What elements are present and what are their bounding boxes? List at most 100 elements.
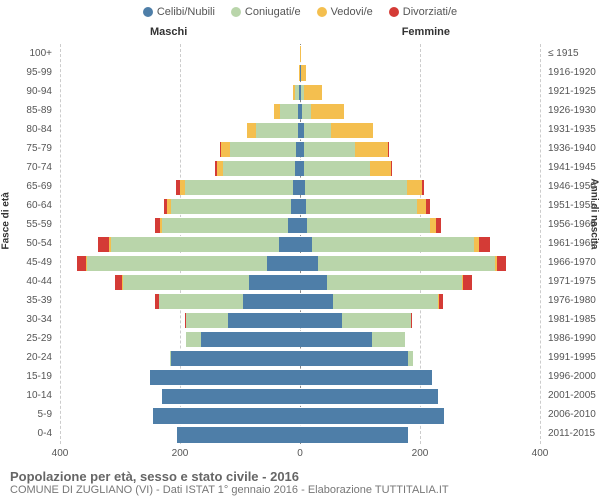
bar-segment (327, 274, 462, 290)
legend-item: Coniugati/e (231, 6, 301, 18)
chart-subtitle: COMUNE DI ZUGLIANO (VI) - Dati ISTAT 1° … (10, 484, 449, 496)
bar-male (186, 331, 300, 347)
pyramid-row (60, 350, 540, 366)
pyramid-row (60, 388, 540, 404)
bar-segment (388, 141, 389, 157)
bar-segment (372, 331, 405, 347)
bar-segment (300, 331, 372, 347)
bar-male (220, 141, 300, 157)
legend-item: Celibi/Nubili (143, 6, 215, 18)
bar-segment (86, 255, 87, 271)
y-axis-left: 100+95-9990-9485-8980-8475-7970-7465-696… (0, 44, 56, 444)
bar-segment (301, 64, 306, 80)
bar-male (293, 84, 300, 100)
age-label: 85-89 (0, 106, 56, 116)
bar-female (300, 350, 413, 366)
bar-segment (300, 407, 444, 423)
bar-segment (185, 179, 293, 195)
x-tick: 200 (412, 448, 429, 459)
legend-item: Vedovi/e (317, 6, 373, 18)
bar-male (164, 198, 300, 214)
age-label: 5-9 (0, 410, 56, 420)
bar-segment (274, 103, 280, 119)
bar-female (300, 331, 405, 347)
age-label: 60-64 (0, 201, 56, 211)
bar-segment (217, 160, 223, 176)
bar-male (185, 312, 300, 328)
plot-area (60, 44, 540, 444)
bar-segment (150, 369, 300, 385)
chart-container: Celibi/NubiliConiugati/eVedovi/eDivorzia… (0, 0, 600, 500)
birth-label: 1976-1980 (544, 296, 600, 306)
bar-segment (228, 312, 300, 328)
bar-segment (249, 274, 300, 290)
footer: Popolazione per età, sesso e stato civil… (10, 469, 449, 496)
bar-segment (300, 426, 408, 442)
birth-label: 1961-1965 (544, 239, 600, 249)
bar-segment (408, 350, 413, 366)
age-label: 0-4 (0, 429, 56, 439)
bar-female (300, 217, 441, 233)
bar-male (274, 103, 300, 119)
bar-segment (306, 198, 417, 214)
bar-segment (170, 350, 171, 366)
x-tick: 200 (172, 448, 189, 459)
bar-segment (171, 350, 300, 366)
bar-segment (439, 293, 443, 309)
bar-male (177, 426, 300, 442)
bar-segment (497, 255, 506, 271)
age-label: 25-29 (0, 334, 56, 344)
bar-female (300, 274, 472, 290)
birth-label: 1996-2000 (544, 372, 600, 382)
pyramid-row (60, 331, 540, 347)
pyramid-row (60, 407, 540, 423)
bar-segment (159, 293, 243, 309)
bar-female (300, 45, 301, 61)
legend-label: Celibi/Nubili (157, 6, 215, 18)
birth-label: ≤ 1915 (544, 49, 600, 59)
side-label-female: Femmine (402, 26, 450, 38)
bar-segment (171, 198, 291, 214)
legend-label: Coniugati/e (245, 6, 301, 18)
birth-label: 1951-1955 (544, 201, 600, 211)
bar-segment (293, 179, 300, 195)
bar-segment (111, 236, 279, 252)
bar-segment (436, 217, 441, 233)
bar-segment (87, 255, 267, 271)
bar-segment (318, 255, 495, 271)
age-label: 80-84 (0, 125, 56, 135)
bar-segment (109, 236, 111, 252)
birth-label: 1956-1960 (544, 220, 600, 230)
bar-segment (267, 255, 300, 271)
age-label: 15-19 (0, 372, 56, 382)
bar-female (300, 198, 430, 214)
bar-segment (370, 160, 391, 176)
pyramid-row (60, 160, 540, 176)
bar-segment (291, 198, 300, 214)
bar-segment (300, 312, 342, 328)
pyramid-row (60, 64, 540, 80)
bar-segment (220, 141, 221, 157)
pyramid-row (60, 293, 540, 309)
pyramid-row (60, 217, 540, 233)
age-label: 30-34 (0, 315, 56, 325)
age-label: 95-99 (0, 68, 56, 78)
birth-label: 2006-2010 (544, 410, 600, 420)
bar-segment (300, 274, 327, 290)
bar-male (162, 388, 300, 404)
bar-segment (300, 45, 301, 61)
bar-segment (355, 141, 388, 157)
bar-segment (417, 198, 426, 214)
birth-label: 1926-1930 (544, 106, 600, 116)
bar-female (300, 426, 408, 442)
bar-segment (230, 141, 296, 157)
bar-female (300, 293, 443, 309)
bar-segment (300, 236, 312, 252)
legend-swatch (143, 7, 153, 17)
birth-label: 1916-1920 (544, 68, 600, 78)
bar-segment (162, 217, 288, 233)
age-label: 20-24 (0, 353, 56, 363)
bar-segment (162, 388, 300, 404)
birth-label: 1921-1925 (544, 87, 600, 97)
bar-segment (280, 103, 298, 119)
